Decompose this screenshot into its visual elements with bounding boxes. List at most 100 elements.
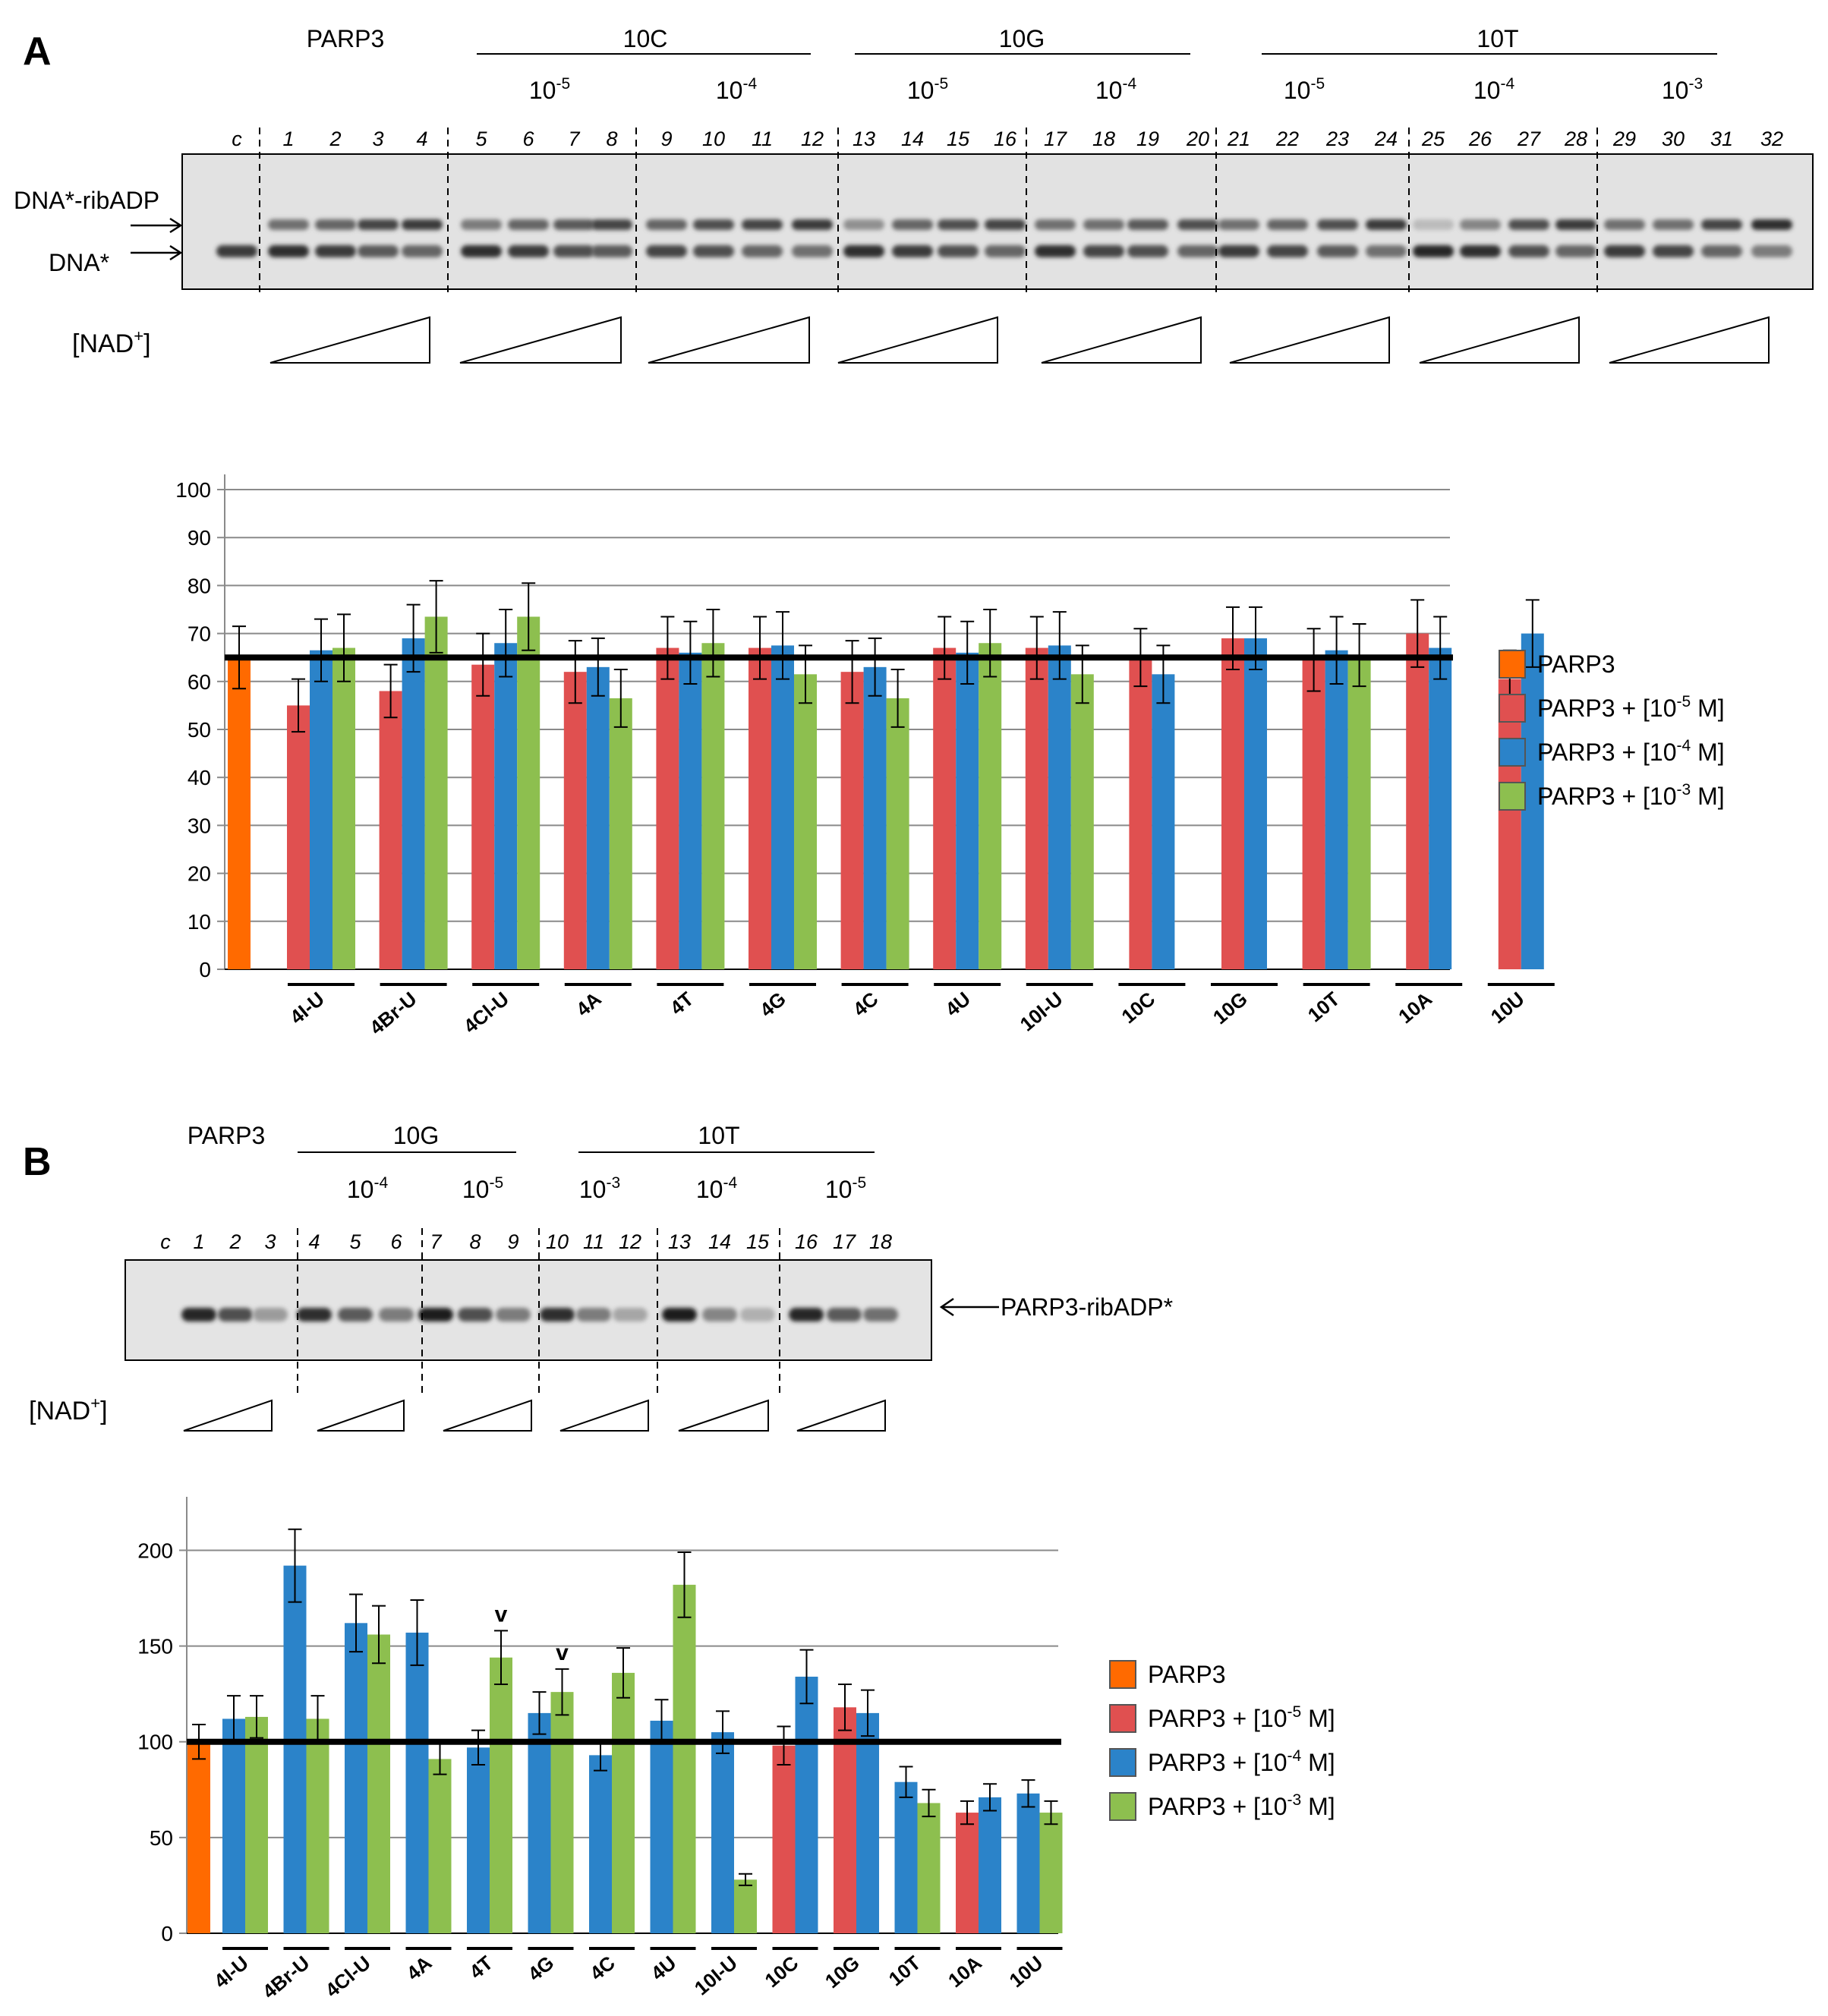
chart-a-category-label: 4U <box>941 988 975 1021</box>
gel-a-lower-band <box>1555 245 1596 257</box>
gel-a-wedge <box>1609 316 1770 364</box>
gel-a-lower-band <box>693 245 734 257</box>
chart-a-category-label: 10I-U <box>1016 988 1067 1036</box>
chart-a-category-label: 10T <box>1303 988 1344 1027</box>
gel-a-lane-number: 24 <box>1374 128 1398 150</box>
chart-a-bar <box>840 672 864 969</box>
gel-a-lower-band <box>985 245 1026 257</box>
chart-b-category-label: 10G <box>821 1951 864 1993</box>
gel-a-upper-band <box>1366 219 1407 230</box>
gel-a-concentration-label: 10-5 <box>529 75 570 104</box>
gel-a-concentration-label: 10-5 <box>907 75 948 104</box>
chart-b-category-label: 4G <box>524 1951 559 1986</box>
chart-a-bar <box>228 657 251 969</box>
gel-a-lane-number: 25 <box>1421 128 1445 150</box>
gel-a-wedge <box>459 316 622 364</box>
chart-a-bar <box>471 664 495 969</box>
chart-b-bar <box>528 1712 551 1933</box>
chart-b-legend-swatch <box>1109 1792 1136 1821</box>
chart-b-bar <box>467 1747 490 1933</box>
gel-a-lower-band <box>1751 245 1792 257</box>
gel-a-lower-band <box>1508 245 1549 257</box>
gel-a-upper-band <box>1751 219 1792 230</box>
gel-b-lane-number: 11 <box>583 1230 604 1253</box>
chart-b-category-label: 10U <box>1005 1951 1048 1992</box>
gel-b-lane-number: 13 <box>668 1230 691 1253</box>
chart-b-bar <box>1016 1793 1040 1933</box>
gel-a-upper-band <box>1177 219 1218 230</box>
gel-a-lane-number: 31 <box>1710 128 1733 150</box>
chart-a-bar <box>933 647 957 969</box>
gel-a-lane-number: 18 <box>1092 128 1115 150</box>
chart-a-bar <box>956 652 979 969</box>
chart-b-bar <box>772 1745 796 1933</box>
chart-a-bar <box>863 666 887 969</box>
gel-a-lower-band <box>1127 245 1168 257</box>
gel-a-upper-band <box>402 219 443 230</box>
chart-a-bar <box>979 643 1002 969</box>
gel-b-nad-wedges <box>183 1399 886 1432</box>
gel-b-group-label: 10G <box>393 1122 439 1149</box>
chart-b-significance-mark: v <box>495 1602 508 1627</box>
gel-a-lower-band <box>646 245 687 257</box>
gel-a-band-arrows <box>131 217 183 261</box>
gel-b-wedge <box>183 1399 273 1432</box>
chart-a-bar <box>1406 633 1429 969</box>
gel-b-lane-numbers: c 1 2 3 4 5 6 7 8 9 10 11 12 13 14 15 16 17 18 <box>160 1230 892 1253</box>
gel-b-wedge <box>443 1399 532 1432</box>
chart-b-legend-swatch <box>1109 1704 1136 1733</box>
chart-a-bar <box>586 666 610 969</box>
gel-b-lane-number: 18 <box>869 1230 892 1253</box>
chart-a-tick-label: 80 <box>188 574 211 597</box>
gel-a-upper-band <box>693 219 734 230</box>
gel-a-header: PARP3 10C 10-5 10-4 10G 10-5 10-4 10T 10-5 10-4 10… <box>307 25 1717 104</box>
gel-a-upper-band-label: DNA*-ribADP <box>14 187 159 214</box>
chart-a-category-label: 10C <box>1117 987 1159 1028</box>
chart-b-tick-label: 50 <box>150 1826 173 1850</box>
gel-a-lane-number: 8 <box>606 128 617 150</box>
gel-a-upper-band <box>553 219 594 230</box>
gel-a-lower-band <box>1413 245 1454 257</box>
gel-b-bands <box>181 1308 898 1321</box>
chart-b-bar <box>734 1879 757 1933</box>
gel-a-lane-numbers: c 1 2 3 4 5 6 7 8 9 10 11 12 13 14 15 16 17 18 19 20 21 22 23 24… <box>232 128 1783 150</box>
gel-b-lane-number: 3 <box>264 1230 276 1253</box>
gel-a-wedge <box>1041 316 1202 364</box>
gel-a-lane-number: 15 <box>947 128 970 150</box>
gel-a-upper-band <box>268 219 309 230</box>
gel-a-upper-band <box>1701 219 1742 230</box>
gel-a-lane-number: 29 <box>1612 128 1636 150</box>
gel-b-concentration-label: 10-4 <box>696 1174 738 1203</box>
gel-b-wedge <box>678 1399 769 1432</box>
gel-a-lane-number: 19 <box>1136 128 1159 150</box>
gel-a-lane-number: 2 <box>329 128 341 150</box>
chart-b-bar <box>345 1623 367 1933</box>
chart-b-bar <box>589 1755 612 1933</box>
gel-a-lane-number: 7 <box>568 128 580 150</box>
chart-a-category-label: 10G <box>1209 988 1252 1029</box>
gel-a-upper-band <box>461 219 502 230</box>
gel-a-lower-band <box>402 245 443 257</box>
chart-b-bar <box>650 1720 673 1933</box>
chart-b-category-label: 4C <box>585 1951 619 1984</box>
panel-a-letter: A <box>23 30 52 74</box>
gel-a-upper-band <box>1604 219 1645 230</box>
gel-a-nad-wedges <box>269 316 1770 364</box>
gel-b-concentration-label: 10-3 <box>579 1174 620 1203</box>
gel-b-lane-number: 8 <box>469 1230 481 1253</box>
chart-a-category-label: 4C <box>849 987 883 1020</box>
chart-a-category-label: 4I-U <box>285 988 329 1029</box>
gel-a-lane-number: 28 <box>1564 128 1587 150</box>
chart-b-bar <box>428 1759 452 1933</box>
gel-a-lower-band <box>1317 245 1358 257</box>
chart-a-bar <box>609 698 632 969</box>
chart-a-legend-swatch <box>1499 650 1526 679</box>
chart-b-legend-label: PARP3 + [10-5 M] <box>1148 1703 1335 1732</box>
chart-a-bar <box>886 698 909 969</box>
gel-a-lane-number: 14 <box>901 128 924 150</box>
gel-a-upper-band <box>1460 219 1501 230</box>
chart-b-category-label: 4U <box>647 1951 681 1985</box>
chart-b-bar <box>306 1718 329 1933</box>
gel-b-band <box>338 1308 373 1321</box>
chart-b-bar <box>222 1718 245 1933</box>
